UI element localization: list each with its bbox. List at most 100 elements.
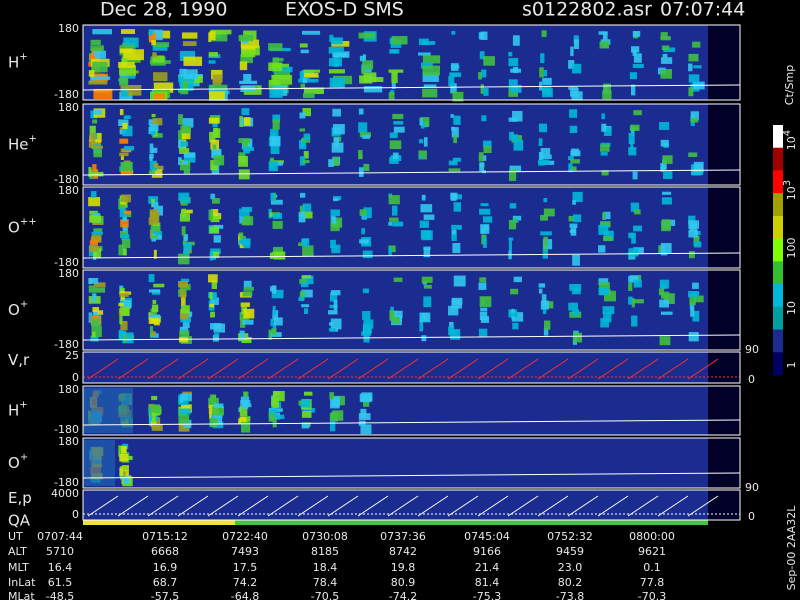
spectrum-cell (569, 284, 582, 291)
spectrum-cell (451, 127, 459, 138)
spectrum-cell (512, 35, 520, 46)
spectrum-cell (180, 393, 189, 401)
spectrum-cell (91, 231, 103, 235)
spectrum-cell (423, 84, 437, 88)
spectrum-cell (123, 476, 130, 484)
spectrum-cell (509, 203, 517, 209)
qa-bar (235, 520, 708, 525)
panel-frame (82, 351, 741, 384)
spectrum-cell (239, 405, 248, 417)
spectrum-cell (153, 163, 159, 168)
spectrum-cell (151, 412, 156, 424)
spectrum-cell (479, 277, 487, 283)
spectrum-cell (692, 282, 699, 289)
spectrum-cell (178, 157, 182, 166)
spectrum-cell (478, 72, 482, 80)
spectrum-cell (419, 117, 423, 126)
spectrum-cell (663, 170, 673, 179)
spectrum-cell (329, 292, 338, 302)
spectrum-cell (450, 83, 457, 94)
panel-label: H+ (8, 52, 28, 72)
spectrum-cell (180, 125, 192, 134)
colorbar-segment (773, 170, 783, 194)
spectrum-cell (209, 413, 213, 419)
spectrum-cell (601, 123, 607, 132)
spectrum-cell (148, 314, 161, 319)
spectrum-cell (539, 154, 552, 160)
panel-bg (83, 438, 708, 488)
spectrum-cell (241, 421, 251, 433)
spectrum-cell (539, 67, 544, 78)
spectrum-cell (543, 208, 555, 217)
spectrum-cell (688, 291, 700, 298)
spectrum-cell (150, 235, 158, 239)
spectrum-cell (571, 91, 583, 101)
spectrum-cell (543, 327, 549, 336)
label-base: E,p (8, 489, 32, 507)
spectrum-cell (511, 312, 518, 317)
spectrum-cell (273, 317, 283, 326)
label-base: O (8, 454, 20, 472)
spectrum-cell (688, 53, 699, 62)
panel-sublabel: QA (8, 512, 31, 530)
spectrum-cell (661, 159, 667, 170)
spectrum-cell (421, 194, 426, 201)
spectrum-cell (303, 72, 319, 78)
spectrum-cell (93, 228, 103, 233)
spectrum-cell (451, 63, 459, 71)
spectrum-cell (121, 162, 133, 173)
spectrum-cell (358, 122, 368, 133)
spectrum-cell (119, 152, 129, 157)
spectrum-cell (181, 32, 198, 39)
spectrum-cell (299, 43, 308, 48)
trace (82, 84, 741, 91)
spectrum-cell (598, 245, 606, 253)
spectrum-cell (538, 138, 543, 147)
tick-bottom: -180 (54, 88, 79, 101)
spectrum-cell (388, 221, 393, 226)
spectrum-cell (359, 132, 371, 138)
spectrum-cell (568, 215, 575, 222)
spectrum-cell (452, 91, 464, 102)
tick-bottom: -180 (54, 476, 79, 489)
spectrum-cell (419, 312, 431, 323)
tick-top: 25 (65, 349, 79, 362)
spectrum-cell (633, 209, 641, 215)
spectrum-cell (120, 84, 142, 96)
spectrum-cell (450, 114, 454, 118)
spectrum-cell (239, 116, 244, 127)
spectrum-cell (151, 202, 159, 207)
spectrum-cell (88, 197, 101, 207)
spectrum-cell (272, 322, 277, 331)
cell: 80.9 (391, 576, 416, 589)
colorbar-label: 100 (785, 238, 798, 259)
spectrum-cell (391, 72, 398, 83)
spectrum-cell (450, 192, 458, 200)
spectrum-cell (239, 61, 248, 71)
spectrum-cell (569, 125, 578, 134)
spectrum-cell (629, 126, 639, 131)
spectrum-cell (119, 453, 129, 462)
spectrum-cell (301, 289, 313, 298)
spectrum-cell (393, 310, 403, 319)
spectrum-cell (478, 32, 485, 40)
spectrum-cell (241, 49, 256, 58)
spectrum-cell (423, 247, 431, 258)
spectrum-cell (479, 162, 485, 172)
spectrum-cell (240, 302, 250, 307)
spectrum-cell (661, 197, 672, 205)
spectrum-cell (123, 210, 132, 218)
spectrum-cell (662, 155, 673, 164)
spectrum-cell (272, 114, 281, 123)
spectrum-cell (119, 76, 129, 86)
spectrum-cell (330, 318, 342, 330)
spectrum-cell (388, 195, 400, 205)
spectrum-cell (118, 61, 135, 68)
spectrum-cell (543, 198, 548, 203)
spectrum-cell (511, 84, 522, 93)
cell: 0745:04 (464, 530, 510, 543)
spectrum-cell (120, 201, 126, 205)
cell: 0800:00 (629, 530, 675, 543)
spectrum-cell (90, 39, 101, 46)
spectrum-cell (603, 211, 611, 220)
